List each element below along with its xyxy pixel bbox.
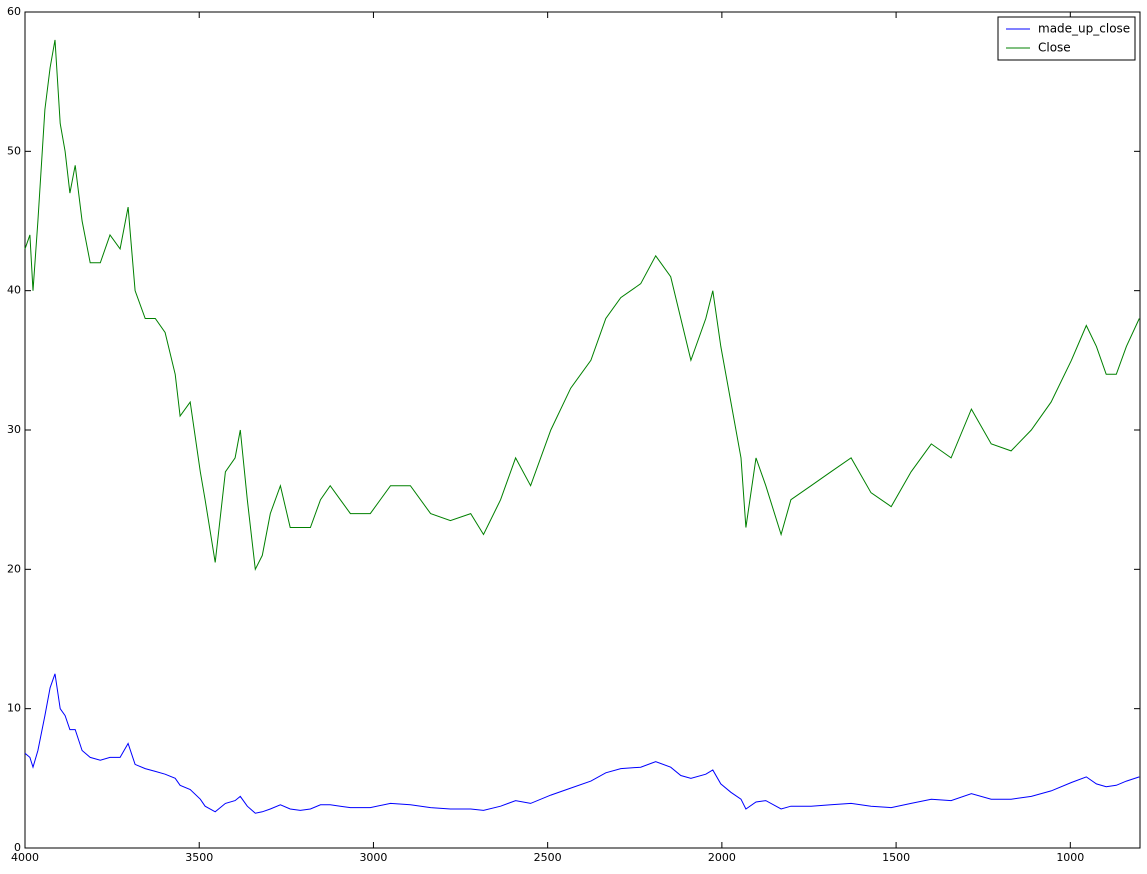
y-tick-label: 60 [7,5,21,18]
x-tick-label: 3000 [359,851,387,864]
series-line [24,673,1140,814]
y-tick-label: 40 [7,284,21,297]
x-tick-label: 2500 [534,851,562,864]
series-line [24,39,1140,572]
y-tick-label: 30 [7,423,21,436]
y-tick-label: 10 [7,702,21,715]
legend-box [997,16,1136,61]
plot-frame [24,11,1141,849]
y-tick-label: 20 [7,562,21,575]
legend-label: made_up_close [1038,22,1130,36]
legend-label: Close [1038,41,1071,55]
x-tick-label: 3500 [185,851,213,864]
x-tick-label: 2000 [708,851,736,864]
x-tick-label: 4000 [11,851,39,864]
y-tick-label: 50 [7,144,21,157]
x-tick-label: 1000 [1056,851,1084,864]
x-tick-label: 1500 [882,851,910,864]
y-tick-label: 0 [14,841,21,854]
